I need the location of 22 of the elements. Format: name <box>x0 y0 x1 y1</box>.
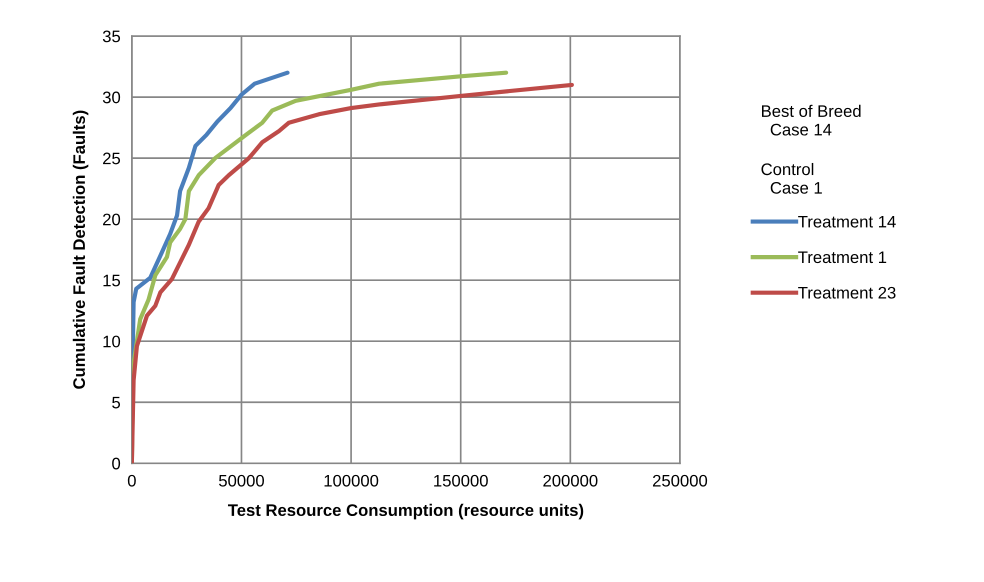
legend-label: Treatment 23 <box>798 286 896 299</box>
x-tick-label: 100000 <box>324 474 378 487</box>
y-tick-label: 25 <box>103 152 120 164</box>
text: Best of Breed Case 14 <box>762 104 861 136</box>
y-tick-label: 35 <box>102 30 120 42</box>
legend-label: Treatment 14 <box>798 216 896 228</box>
x-tick-label: 250000 <box>652 474 708 487</box>
legend-label: Treatment 1 <box>798 251 886 264</box>
y-tick-label: 30 <box>102 92 120 104</box>
y-tick-label: 20 <box>103 214 120 226</box>
x-tick-label: 200000 <box>543 474 598 487</box>
x-tick-label: 150000 <box>434 474 488 487</box>
y-axis-title: Cumulative Fault Detection (Faults) <box>72 110 88 389</box>
y-tick-label: 0 <box>112 458 120 470</box>
x-axis-title: Test Resource Consumption (resource units) <box>228 504 584 520</box>
x-tick-label: 0 <box>128 474 136 487</box>
y-tick-label: 15 <box>103 274 120 286</box>
y-tick-label: 5 <box>112 396 120 408</box>
x-tick-label: 50000 <box>218 474 264 487</box>
line-series <box>132 82 574 464</box>
y-tick-label: 10 <box>103 336 120 348</box>
text: Control Case 1 <box>761 162 822 194</box>
